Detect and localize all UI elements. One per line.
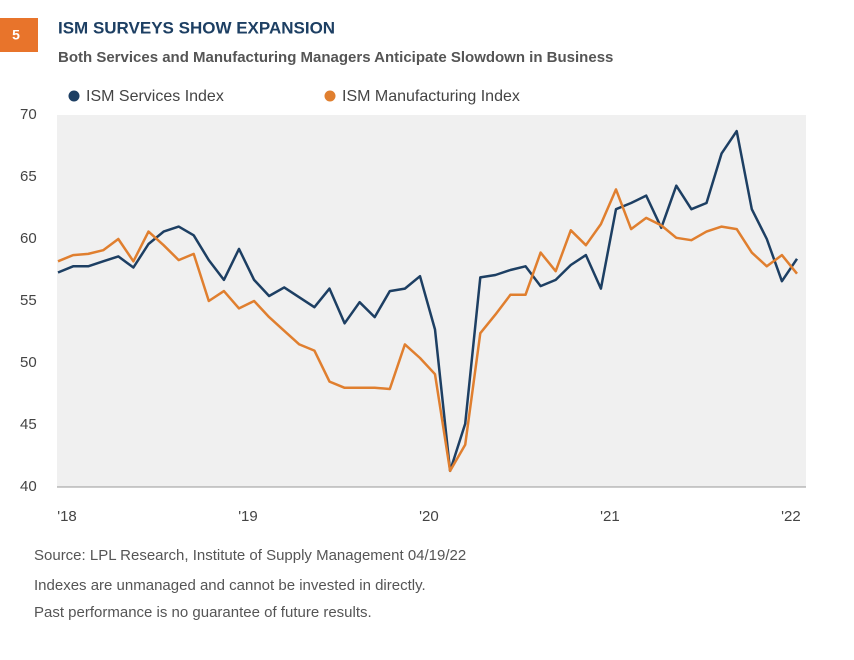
y-tick-label: 70: [20, 106, 37, 123]
x-tick-label: '21: [600, 508, 620, 525]
chart-title: ISM SURVEYS SHOW EXPANSION: [58, 18, 335, 37]
series-line: [57, 188, 798, 473]
series-line: [57, 129, 799, 473]
note: Source: LPL Research, Institute of Suppl…: [34, 547, 466, 564]
y-tick-label: 50: [20, 354, 37, 371]
y-tick-label: 55: [20, 292, 37, 309]
legend-label: ISM Manufacturing Index: [342, 88, 520, 105]
x-tick-label: '18: [57, 508, 77, 525]
plot-area: [57, 115, 806, 487]
legend-label: ISM Services Index: [86, 88, 224, 105]
badge-box: [0, 18, 38, 52]
x-tick-label: '19: [238, 508, 258, 525]
chart-subtitle: Both Services and Manufacturing Managers…: [58, 49, 613, 66]
note: Past performance is no guarantee of futu…: [34, 604, 372, 621]
badge: 5: [12, 27, 20, 43]
y-tick-label: 65: [20, 168, 37, 185]
legend-marker: [68, 90, 80, 102]
y-tick-label: 45: [20, 416, 37, 433]
y-tick-label: 40: [20, 478, 37, 495]
note: Indexes are unmanaged and cannot be inve…: [34, 577, 426, 594]
x-tick-label: '20: [419, 508, 439, 525]
legend-marker: [324, 90, 336, 102]
x-tick-label: '22: [781, 508, 801, 525]
y-tick-label: 60: [20, 230, 37, 247]
